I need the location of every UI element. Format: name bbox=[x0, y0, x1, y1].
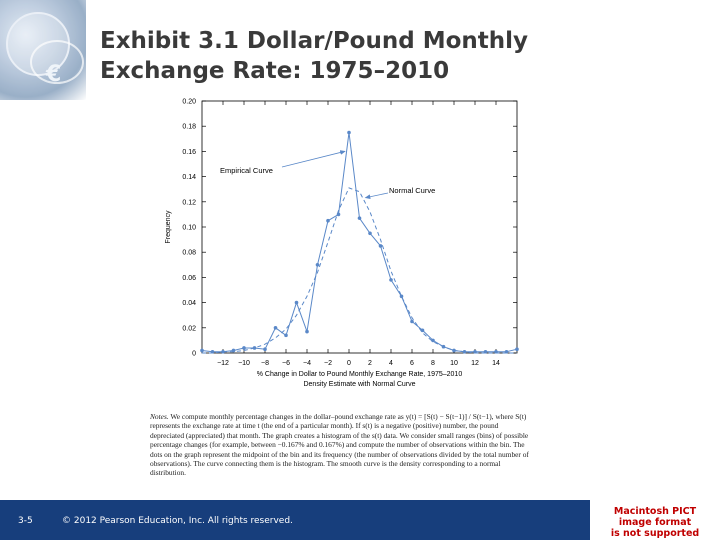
x-tick-label: −2 bbox=[324, 360, 332, 367]
x-tick-label: 4 bbox=[389, 360, 393, 367]
y-tick-label: 0.04 bbox=[182, 300, 196, 307]
annotation-normal-arrow bbox=[364, 192, 389, 200]
empirical-point bbox=[200, 348, 204, 353]
x-tick-label: −12 bbox=[217, 360, 229, 367]
slide-number: 3-5 bbox=[18, 516, 33, 526]
y-tick-label: 0.02 bbox=[182, 325, 196, 332]
empirical-point bbox=[431, 338, 435, 343]
empirical-point bbox=[263, 347, 267, 352]
copyright-text: © 2012 Pearson Education, Inc. All right… bbox=[62, 516, 293, 526]
x-tick-label: 8 bbox=[431, 360, 435, 367]
x-tick-label: −6 bbox=[282, 360, 290, 367]
empirical-point bbox=[273, 326, 278, 330]
empirical-point bbox=[305, 329, 309, 334]
empirical-point bbox=[357, 216, 362, 220]
y-tick-label: 0.08 bbox=[182, 250, 196, 257]
empirical-point bbox=[368, 231, 372, 236]
empirical-point bbox=[378, 244, 383, 248]
x-tick-label: −10 bbox=[238, 360, 250, 367]
y-tick-label: 0.12 bbox=[182, 199, 196, 206]
empirical-point bbox=[515, 347, 519, 352]
annotation-empirical: Empirical Curve bbox=[220, 166, 273, 175]
footer-bar: 3-5 © 2012 Pearson Education, Inc. All r… bbox=[0, 500, 590, 540]
normal-curve-line bbox=[202, 187, 517, 354]
pict-notice-line-2: image format bbox=[618, 517, 692, 528]
notes-lead: Notes. bbox=[150, 412, 169, 421]
y-axis-label: Frequency bbox=[165, 210, 172, 244]
y-tick-label: 0.14 bbox=[182, 174, 196, 181]
annotation-normal: Normal Curve bbox=[389, 186, 435, 195]
chart-caption: Density Estimate with Normal Curve bbox=[303, 381, 415, 388]
globe-orbit bbox=[30, 40, 84, 84]
annotation-empirical-arrow bbox=[281, 150, 346, 168]
empirical-point bbox=[294, 300, 299, 305]
x-tick-label: 10 bbox=[450, 360, 458, 367]
globe-logo: € bbox=[0, 0, 86, 100]
x-tick-label: −4 bbox=[303, 360, 311, 367]
title-line-2: Exchange Rate: 1975–2010 bbox=[100, 58, 450, 84]
empirical-point bbox=[242, 346, 246, 350]
empirical-point bbox=[389, 278, 393, 282]
empirical-point bbox=[347, 130, 351, 135]
x-axis-label: % Change in Dollar to Pound Monthly Exch… bbox=[257, 371, 463, 378]
x-tick-label: 6 bbox=[410, 360, 414, 367]
pict-notice-line-1: Macintosh PICT bbox=[613, 506, 697, 517]
pict-notice-line-3: is not supported bbox=[610, 528, 700, 539]
y-tick-label: 0.18 bbox=[182, 124, 196, 131]
y-tick-label: 0.16 bbox=[182, 149, 196, 156]
x-tick-label: −8 bbox=[261, 360, 269, 367]
empirical-point bbox=[284, 333, 288, 338]
title-line-1: Exhibit 3.1 Dollar/Pound Monthly bbox=[100, 28, 529, 54]
y-tick-label: 0.06 bbox=[182, 275, 196, 282]
x-tick-label: 12 bbox=[471, 360, 479, 367]
empirical-point bbox=[326, 218, 330, 223]
chart-notes: Notes. We compute monthly percentage cha… bbox=[150, 412, 534, 478]
slide-title: Exhibit 3.1 Dollar/Pound Monthly Exchang… bbox=[100, 26, 620, 86]
empirical-point bbox=[410, 319, 414, 324]
notes-text: We compute monthly percentage changes in… bbox=[150, 412, 529, 478]
chart: 0 0.02 0.04 0.06 0.08 0.10 0.12 0.14 0.16 0.18 0.2… bbox=[150, 94, 530, 410]
y-tick-label: 0 bbox=[192, 351, 196, 358]
empirical-point bbox=[315, 263, 320, 267]
pict-unsupported-notice: Macintosh PICT image format is not suppo… bbox=[590, 502, 720, 540]
y-tick-label: 0.10 bbox=[182, 225, 196, 232]
plot-frame bbox=[201, 100, 518, 354]
globe-mark: € bbox=[46, 62, 62, 87]
x-tick-label: 0 bbox=[347, 360, 351, 367]
x-tick-label: 2 bbox=[368, 360, 372, 367]
empirical-point bbox=[399, 294, 404, 299]
y-tick-label: 0.20 bbox=[182, 99, 196, 106]
density-chart: 0 0.02 0.04 0.06 0.08 0.10 0.12 0.14 0.16 0.18 0.2… bbox=[165, 99, 519, 388]
x-tick-label: 14 bbox=[492, 360, 500, 367]
